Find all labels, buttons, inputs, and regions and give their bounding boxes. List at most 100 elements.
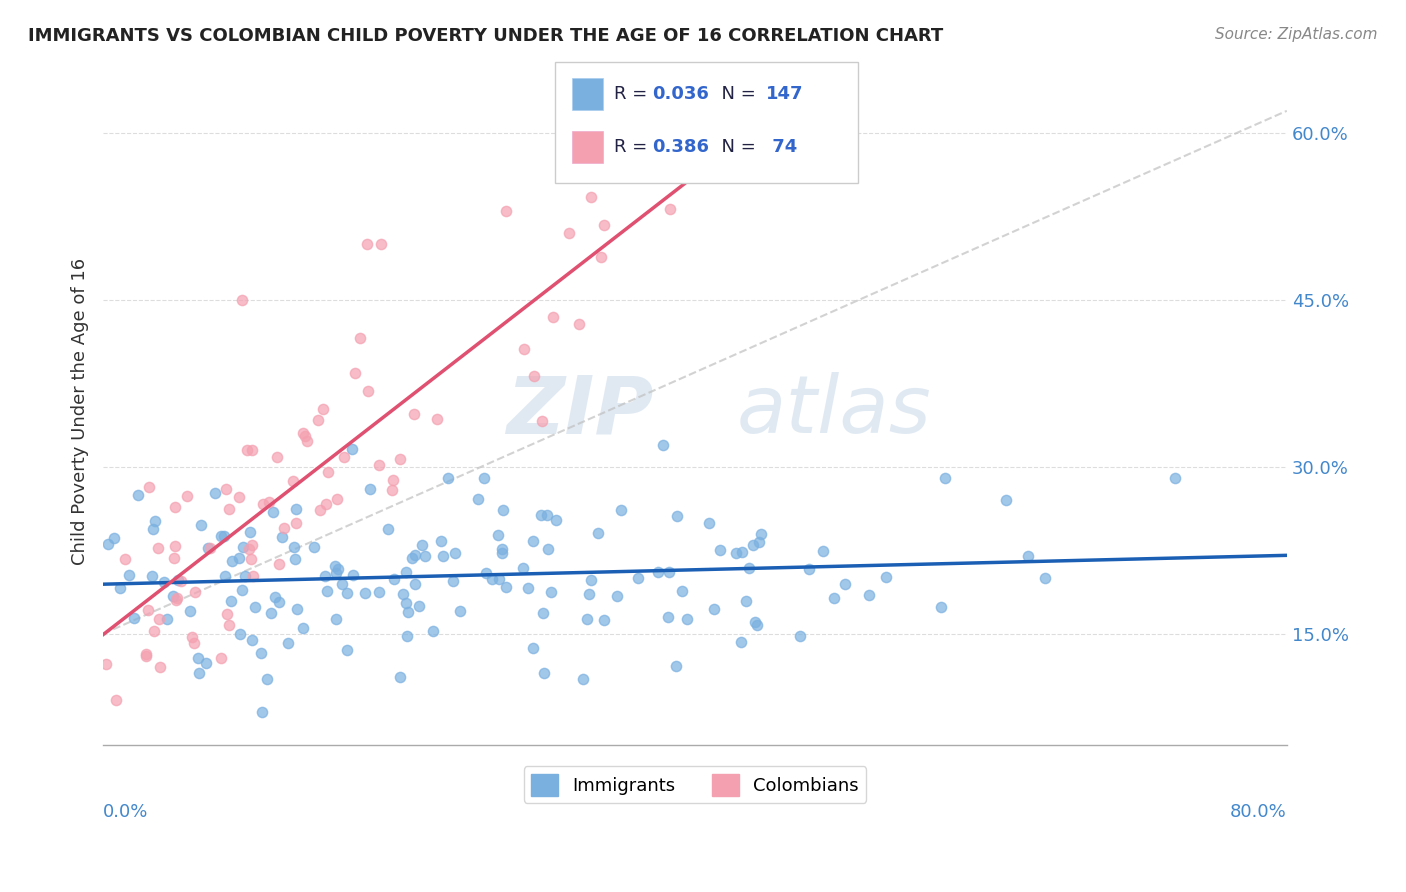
Colombians [215,607,238,621]
Text: N =: N = [710,138,762,156]
Immigrants [250,646,273,660]
Immigrants [233,569,256,583]
Immigrants [516,581,538,595]
Immigrants [411,538,433,552]
Legend: Immigrants, Colombians: Immigrants, Colombians [524,766,866,803]
Immigrants [430,533,453,548]
Colombians [382,473,405,487]
Colombians [240,538,263,552]
Immigrants [187,651,209,665]
Colombians [104,693,127,707]
Immigrants [436,470,458,484]
Immigrants [751,526,773,541]
Immigrants [588,525,610,540]
Immigrants [537,541,560,556]
Colombians [312,401,335,416]
Immigrants [103,532,125,546]
Immigrants [533,666,555,681]
Immigrants [415,549,437,563]
Colombians [166,591,188,606]
Colombians [285,516,308,531]
Immigrants [377,522,399,536]
Immigrants [283,541,305,555]
Immigrants [531,606,554,620]
Immigrants [576,612,599,626]
Immigrants [167,573,190,587]
Colombians [184,585,207,599]
Colombians [426,411,449,425]
Immigrants [671,584,693,599]
Immigrants [396,629,419,643]
Colombians [136,603,159,617]
Immigrants [449,604,471,618]
Immigrants [284,552,307,566]
Immigrants [239,524,262,539]
Immigrants [536,508,558,522]
Colombians [523,368,546,383]
Colombians [356,237,378,252]
Colombians [135,647,157,661]
Colombians [315,497,337,511]
Immigrants [834,576,856,591]
Immigrants [285,502,308,516]
Immigrants [699,516,721,530]
Immigrants [277,635,299,649]
Immigrants [738,560,761,574]
Immigrants [195,657,218,671]
Immigrants [396,605,419,619]
Immigrants [250,705,273,719]
Immigrants [382,572,405,586]
Immigrants [122,611,145,625]
Colombians [281,474,304,488]
Immigrants [340,442,363,457]
Immigrants [731,545,754,559]
Immigrants [240,633,263,648]
Immigrants [512,560,534,574]
Colombians [228,490,250,504]
Colombians [165,539,187,553]
Immigrants [934,471,956,485]
Immigrants [441,574,464,589]
Immigrants [703,602,725,616]
Immigrants [797,562,820,576]
Immigrants [231,582,253,597]
Colombians [316,465,339,479]
Colombians [309,503,332,517]
Colombians [138,480,160,494]
Text: ZIP: ZIP [506,372,654,450]
Immigrants [1017,549,1039,563]
Immigrants [325,566,347,580]
Y-axis label: Child Poverty Under the Age of 16: Child Poverty Under the Age of 16 [72,258,89,565]
Colombians [183,635,205,649]
Immigrants [188,666,211,681]
Immigrants [675,612,697,626]
Immigrants [1033,571,1056,585]
Immigrants [359,482,381,496]
Immigrants [492,502,515,516]
Colombians [367,458,389,473]
Immigrants [328,562,350,576]
Immigrants [467,491,489,506]
Immigrants [367,585,389,599]
Immigrants [929,599,952,614]
Immigrants [823,591,845,605]
Immigrants [141,569,163,583]
Colombians [659,202,682,217]
Immigrants [725,546,748,560]
Immigrants [330,577,353,591]
Immigrants [395,566,418,580]
Colombians [381,483,404,497]
Immigrants [232,541,254,555]
Immigrants [152,574,174,589]
Immigrants [488,572,510,586]
Colombians [170,574,193,588]
Colombians [568,317,591,331]
Immigrants [336,586,359,600]
Immigrants [219,593,242,607]
Immigrants [262,505,284,519]
Immigrants [735,594,758,608]
Immigrants [748,535,770,549]
Immigrants [571,672,593,686]
Colombians [292,425,315,440]
Colombians [165,500,187,514]
